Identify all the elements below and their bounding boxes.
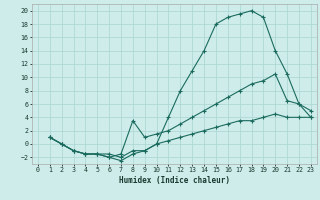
X-axis label: Humidex (Indice chaleur): Humidex (Indice chaleur)	[119, 176, 230, 185]
